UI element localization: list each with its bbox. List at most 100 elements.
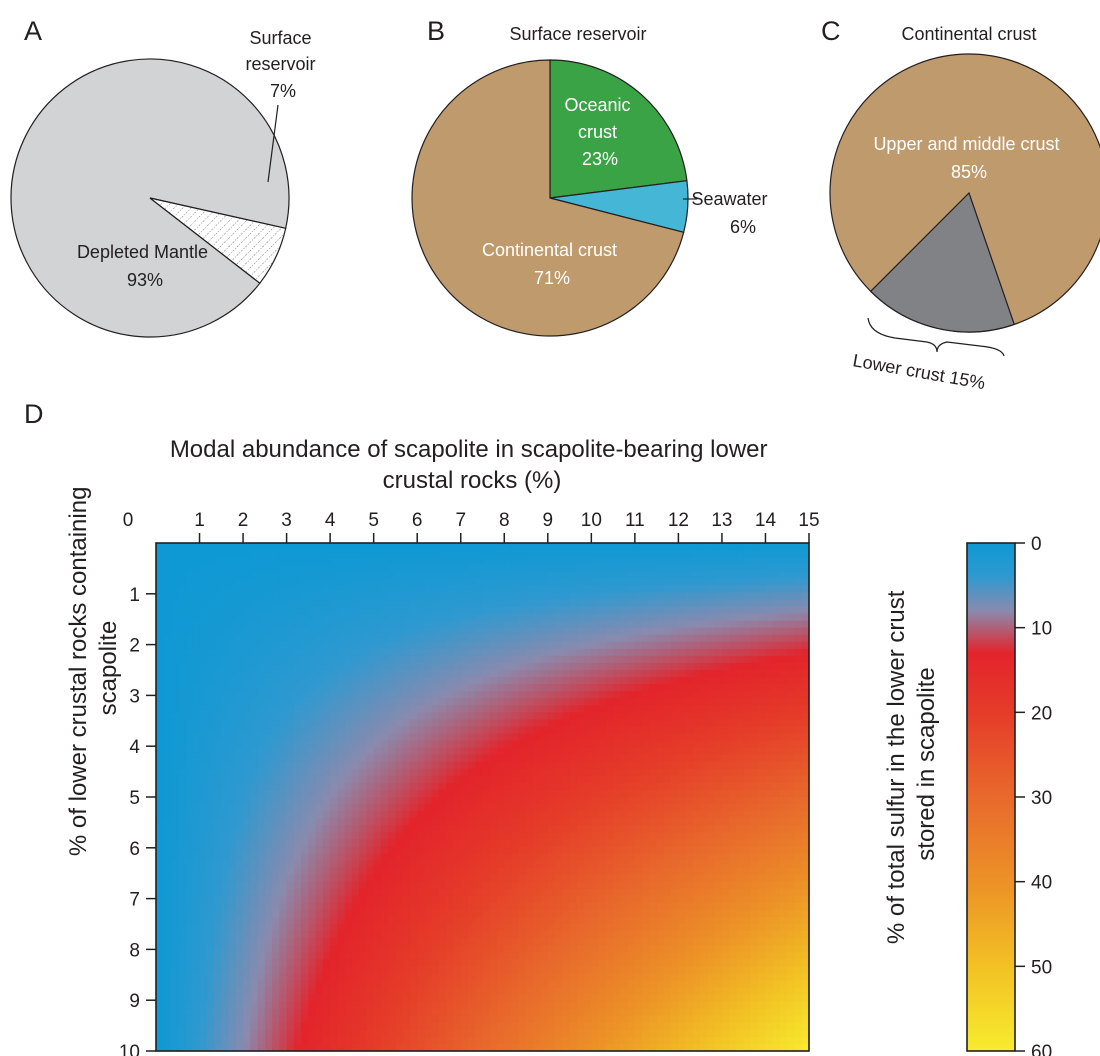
heatmap-cell [569,902,578,911]
heatmap-cell [395,761,404,770]
heatmap-cell [729,543,738,551]
heatmap-cell [402,832,411,840]
heatmap-cell [801,670,810,678]
heatmap-cell [264,613,273,622]
heatmap-cell [257,902,266,911]
heatmap-cell [801,902,810,911]
heatmap-cell [765,543,774,551]
heatmap-cell [504,648,513,657]
heatmap-cell [584,867,592,876]
heatmap-cell [482,761,491,770]
heatmap-cell [729,768,738,777]
heatmap-cell [185,881,193,890]
heatmap-cell [409,902,418,911]
heatmap-cell [366,881,375,890]
heatmap-cell [555,881,563,890]
heatmap-cell [576,564,585,572]
heatmap-cell [540,902,549,911]
heatmap-cell [446,705,455,713]
heatmap-cell [409,585,418,593]
heatmap-cell [591,677,600,685]
heatmap-cell [402,754,411,763]
heatmap-cell [678,606,687,615]
heatmap-cell [656,874,665,883]
heatmap-cell [388,895,397,904]
heatmap-cell [380,662,389,671]
heatmap-cell [721,775,730,784]
heatmap-cell [431,606,440,615]
heatmap-cell [177,853,186,862]
heatmap-cell [692,684,701,692]
heatmap-cell [395,606,404,615]
heatmap-cell [264,726,273,735]
heatmap-cell [540,627,549,636]
heatmap-cell [692,634,701,643]
heatmap-cell [301,895,309,904]
heatmap-cell [736,578,745,586]
heatmap-cell [649,909,658,918]
heatmap-cell [344,874,353,883]
heatmap-cell [584,599,592,608]
heatmap-cell [794,627,803,636]
heatmap-cell [199,867,208,876]
heatmap-cell [591,648,600,657]
heatmap-cell [388,641,397,650]
heatmap-cell [598,867,607,876]
heatmap-cell [228,648,237,657]
heatmap-cell [482,599,491,608]
heatmap-cell [301,677,309,685]
heatmap-cell [555,775,563,784]
heatmap-cell [671,832,679,840]
heatmap-cell [388,747,397,756]
heatmap-cell [692,895,701,904]
heatmap-cell [678,557,687,565]
heatmap-cell [562,768,571,777]
heatmap-cell [446,909,455,918]
heatmap-cell [460,655,469,664]
heatmap-cell [794,543,803,551]
heatmap-cell [765,705,774,713]
heatmap-cell [750,684,759,692]
heatmap-cell [475,677,484,685]
heatmap-cell [605,768,614,777]
heatmap-cell [185,888,193,897]
heatmap-cell [163,789,172,798]
heatmap-cell [482,895,491,904]
heatmap-cell [656,557,665,565]
heatmap-cell [671,818,679,826]
heatmap-cell [794,648,803,657]
heatmap-cell [453,648,462,657]
heatmap-cell [584,634,592,643]
heatmap-cell [185,691,193,699]
heatmap-cell [714,564,723,572]
heatmap-cell [366,916,375,925]
heatmap-cell [736,698,745,706]
heatmap-cell [431,564,440,572]
heatmap-cell [388,789,397,798]
heatmap-cell [402,768,411,777]
heatmap-cell [540,726,549,735]
heatmap-cell [787,804,796,812]
heatmap-cell [787,599,796,608]
heatmap-cell [330,648,338,657]
heatmap-cell [308,712,317,720]
heatmap-cell [475,839,484,847]
heatmap-cell [417,853,426,862]
heatmap-cell [504,684,513,692]
heatmap-cell [163,909,172,918]
heatmap-cell [395,648,404,657]
heatmap-cell [707,712,716,720]
heatmap-cell [417,860,426,869]
heatmap-cell [424,902,433,911]
heatmap-cell [214,895,222,904]
heatmap-cell [467,811,476,819]
heatmap-cell [562,698,571,706]
heatmap-cell [409,874,418,883]
heatmap-cell [460,853,469,862]
heatmap-cell [794,909,803,918]
heatmap-cell [750,733,759,742]
heatmap-cell [380,578,389,586]
heatmap-cell [438,853,447,862]
heatmap-cell [613,839,621,847]
heatmap-cell [692,641,701,650]
